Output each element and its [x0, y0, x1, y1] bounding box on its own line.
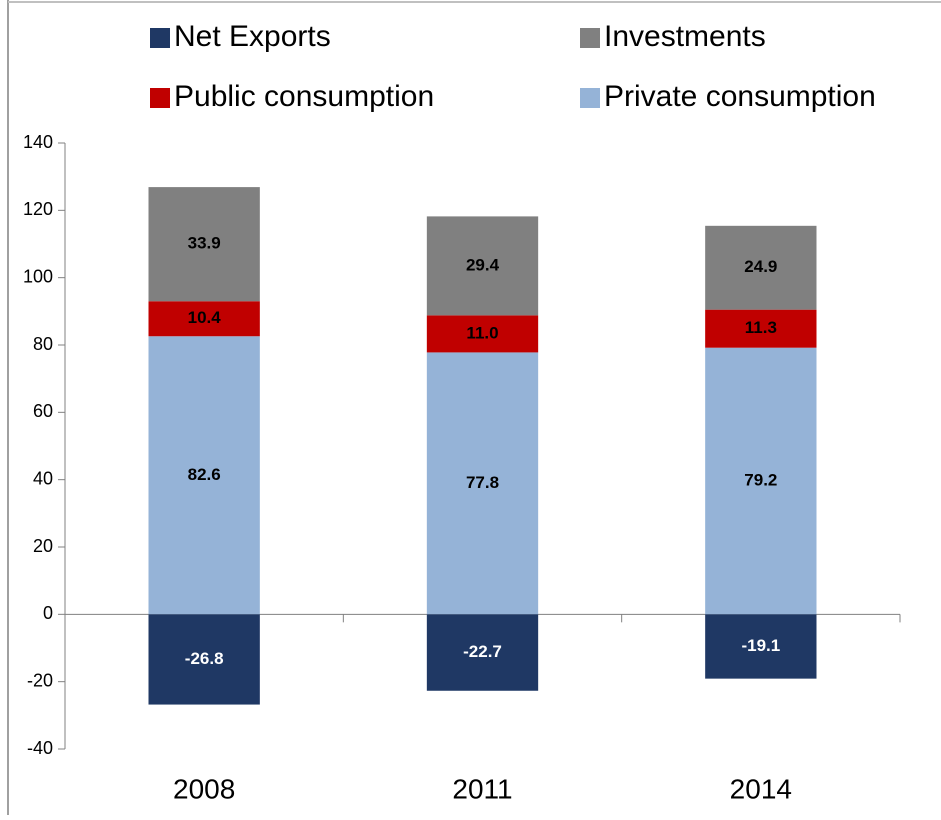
y-tick-label: -20	[27, 670, 53, 690]
bar-segment	[426, 614, 539, 691]
x-tick-label: 2011	[452, 773, 512, 804]
bar-segment	[148, 187, 260, 302]
legend-swatch	[150, 88, 170, 108]
bar-segment	[148, 336, 260, 615]
legend-label: Net Exports	[174, 20, 331, 53]
legend-swatch	[150, 28, 170, 48]
legend-swatch	[580, 28, 600, 48]
data-label: 11.3	[745, 318, 777, 337]
y-tick-label: 140	[23, 132, 53, 152]
y-tick-label: 100	[23, 266, 53, 286]
bar-segment	[705, 225, 817, 310]
x-tick-label: 2014	[730, 773, 792, 804]
data-label: 11.0	[466, 323, 498, 342]
legend-label: Investments	[604, 20, 766, 53]
data-label: -26.8	[185, 649, 224, 668]
bar-segment	[705, 309, 817, 348]
y-tick-label: 0	[43, 603, 53, 623]
y-tick-label: 80	[33, 334, 53, 354]
bar-segment	[426, 352, 539, 615]
bar-segment	[705, 614, 817, 679]
data-label: 77.8	[466, 473, 499, 492]
y-tick-label: 20	[33, 536, 53, 556]
legend-label: Private consumption	[604, 80, 876, 113]
data-label: -19.1	[741, 636, 780, 655]
bar-segment	[148, 614, 260, 705]
y-tick-label: 120	[23, 199, 53, 219]
data-label: 82.6	[188, 465, 221, 484]
data-label: 79.2	[744, 470, 777, 489]
data-label: 29.4	[466, 255, 500, 274]
data-label: 33.9	[188, 234, 221, 253]
data-label: 10.4	[188, 308, 222, 327]
x-tick-label: 2008	[173, 773, 235, 804]
bar-segment	[705, 347, 817, 615]
y-tick-label: 60	[33, 401, 53, 421]
data-label: -22.7	[463, 642, 502, 661]
y-tick-label: 40	[33, 468, 53, 488]
legend-label: Public consumption	[174, 80, 434, 113]
legend-swatch	[580, 88, 600, 108]
data-label: 24.9	[744, 257, 777, 276]
bar-segment	[148, 301, 260, 337]
bar-segment	[426, 315, 539, 353]
bar-segment	[426, 216, 539, 316]
y-tick-label: -40	[27, 738, 53, 758]
